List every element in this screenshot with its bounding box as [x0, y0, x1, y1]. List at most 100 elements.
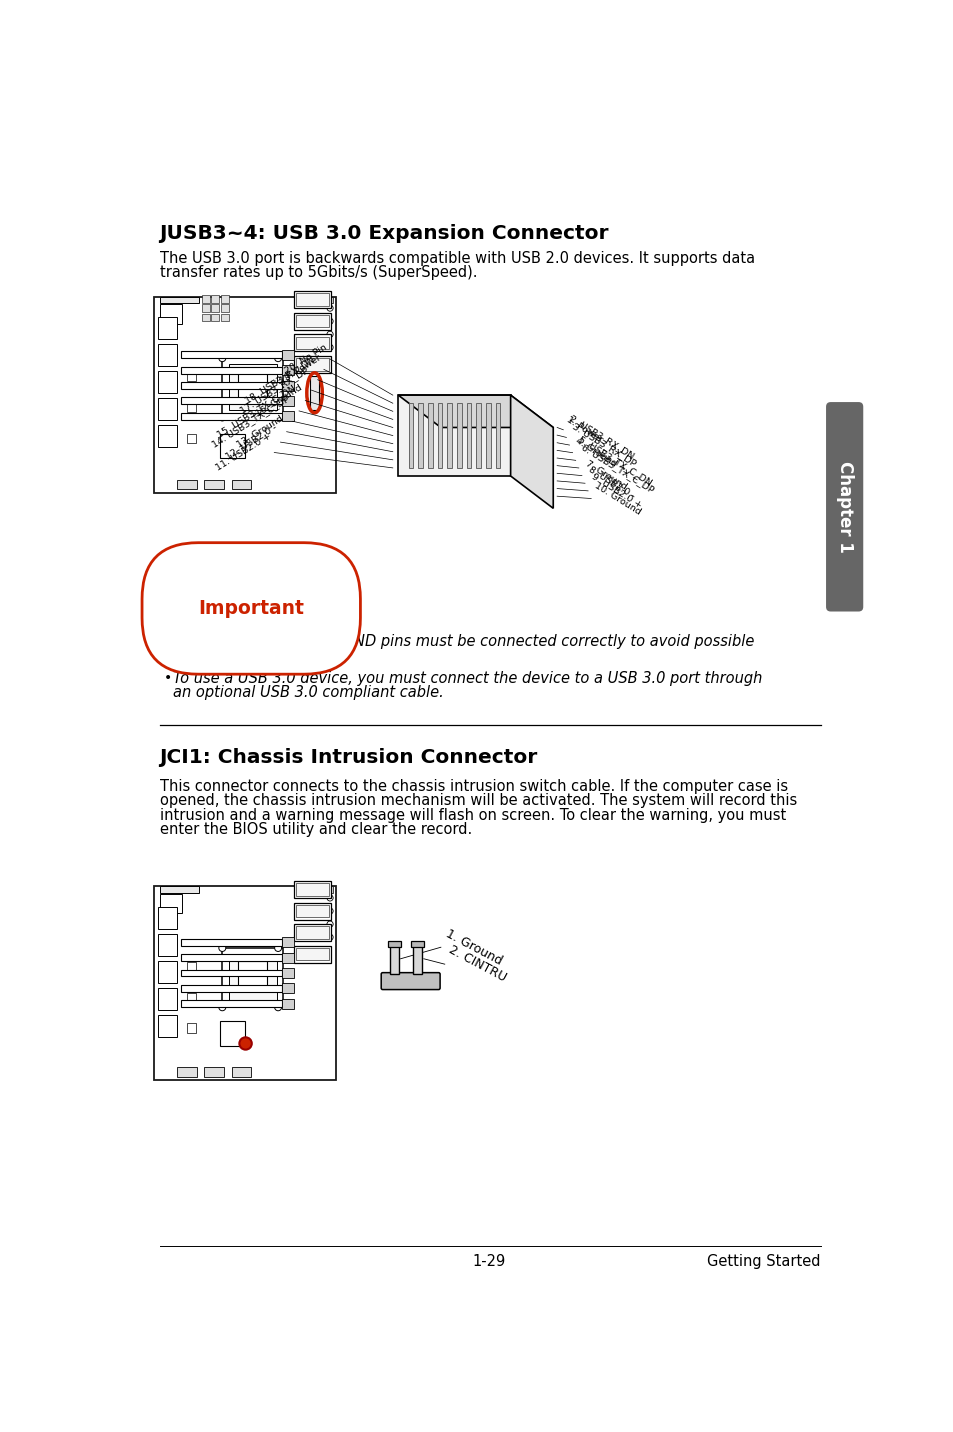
- Bar: [229, 954, 276, 1000]
- Bar: [282, 952, 294, 962]
- Bar: [187, 402, 195, 412]
- Bar: [294, 945, 331, 962]
- Bar: [181, 382, 282, 390]
- Text: JUSB3~4: USB 3.0 Expansion Connector: JUSB3~4: USB 3.0 Expansion Connector: [159, 225, 608, 243]
- Bar: [212, 304, 219, 312]
- Bar: [158, 988, 177, 1010]
- Text: 4. Ground: 4. Ground: [574, 437, 618, 468]
- Bar: [158, 1015, 177, 1037]
- Bar: [232, 1067, 251, 1077]
- Bar: [466, 402, 471, 468]
- Bar: [408, 402, 413, 468]
- Bar: [303, 886, 310, 892]
- Bar: [220, 304, 229, 312]
- Bar: [411, 941, 423, 947]
- Bar: [294, 881, 331, 898]
- Bar: [187, 434, 195, 442]
- Text: intrusion and a warning message will flash on screen. To clear the warning, you : intrusion and a warning message will fla…: [159, 808, 785, 823]
- Polygon shape: [159, 590, 189, 623]
- Bar: [158, 371, 177, 392]
- Text: 2. CINTRU: 2. CINTRU: [447, 944, 509, 985]
- Bar: [158, 961, 177, 982]
- Bar: [204, 1067, 224, 1077]
- Text: enter the BIOS utility and clear the record.: enter the BIOS utility and clear the rec…: [159, 822, 472, 838]
- Ellipse shape: [218, 355, 226, 362]
- Ellipse shape: [274, 1004, 281, 1011]
- Bar: [187, 372, 195, 381]
- Ellipse shape: [218, 414, 226, 421]
- Text: damage.: damage.: [173, 649, 237, 663]
- Text: 17. USB3_RX_DP: 17. USB3_RX_DP: [238, 365, 310, 415]
- Ellipse shape: [274, 414, 281, 421]
- Text: 3. USB3_RX_DP: 3. USB3_RX_DP: [571, 422, 638, 468]
- Bar: [181, 954, 282, 961]
- Text: 20. No Pin: 20. No Pin: [283, 342, 328, 375]
- Bar: [413, 945, 422, 974]
- Bar: [212, 295, 219, 302]
- Bar: [158, 398, 177, 420]
- FancyBboxPatch shape: [381, 972, 439, 990]
- Bar: [294, 902, 331, 919]
- Bar: [181, 985, 282, 992]
- Text: This connector connects to the chassis intrusion switch cable. If the computer c: This connector connects to the chassis i…: [159, 779, 787, 793]
- Ellipse shape: [327, 318, 333, 324]
- Bar: [158, 934, 177, 955]
- Bar: [294, 924, 331, 941]
- Polygon shape: [397, 395, 553, 428]
- Bar: [160, 304, 182, 324]
- Bar: [476, 402, 480, 468]
- Bar: [282, 984, 294, 994]
- Bar: [282, 411, 294, 421]
- Bar: [202, 295, 210, 302]
- Text: To use a USB 3.0 device, you must connect the device to a USB 3.0 port through: To use a USB 3.0 device, you must connec…: [173, 670, 762, 686]
- Bar: [202, 314, 210, 321]
- Bar: [282, 365, 294, 375]
- Bar: [158, 908, 177, 929]
- Bar: [158, 425, 177, 447]
- Text: 10. Ground: 10. Ground: [592, 481, 641, 517]
- Bar: [181, 939, 282, 945]
- Text: Chapter 1: Chapter 1: [835, 461, 853, 553]
- Text: 11. USB2.0 +: 11. USB2.0 +: [214, 432, 273, 473]
- Bar: [160, 296, 199, 302]
- Bar: [181, 367, 282, 374]
- Bar: [295, 927, 328, 939]
- Bar: [187, 992, 195, 1002]
- Text: Note that the VCC and GND pins must be connected correctly to avoid possible: Note that the VCC and GND pins must be c…: [173, 634, 754, 649]
- Polygon shape: [510, 395, 553, 508]
- Bar: [310, 375, 319, 410]
- Bar: [388, 941, 400, 947]
- Text: Important: Important: [198, 599, 304, 619]
- Bar: [181, 1001, 282, 1007]
- Bar: [295, 315, 328, 328]
- Text: 15. USB3_TX_C_DN: 15. USB3_TX_C_DN: [215, 382, 297, 438]
- Ellipse shape: [327, 344, 333, 351]
- Bar: [295, 337, 328, 349]
- Ellipse shape: [239, 1037, 252, 1050]
- Text: 8. USB2.0 -: 8. USB2.0 -: [586, 465, 636, 501]
- Bar: [220, 295, 229, 302]
- Bar: [160, 886, 199, 892]
- Bar: [181, 412, 282, 420]
- Bar: [282, 395, 294, 405]
- Text: 1-29: 1-29: [472, 1254, 505, 1269]
- Text: 14. USB3_TX_C_DP: 14. USB3_TX_C_DP: [211, 394, 291, 448]
- Text: !: !: [170, 596, 178, 613]
- Bar: [282, 349, 294, 359]
- Bar: [294, 312, 331, 329]
- Text: 13. Ground: 13. Ground: [235, 414, 285, 450]
- Text: •: •: [164, 670, 172, 684]
- Bar: [177, 1067, 196, 1077]
- Bar: [295, 948, 328, 961]
- Ellipse shape: [274, 945, 281, 951]
- Bar: [327, 296, 333, 302]
- Bar: [154, 296, 335, 493]
- Bar: [237, 961, 267, 991]
- Bar: [202, 304, 210, 312]
- Bar: [237, 371, 267, 401]
- Bar: [158, 318, 177, 339]
- Bar: [220, 314, 229, 321]
- Ellipse shape: [327, 895, 333, 901]
- Text: Getting Started: Getting Started: [706, 1254, 820, 1269]
- Text: 5. USB3_TX_C_DN: 5. USB3_TX_C_DN: [577, 434, 654, 487]
